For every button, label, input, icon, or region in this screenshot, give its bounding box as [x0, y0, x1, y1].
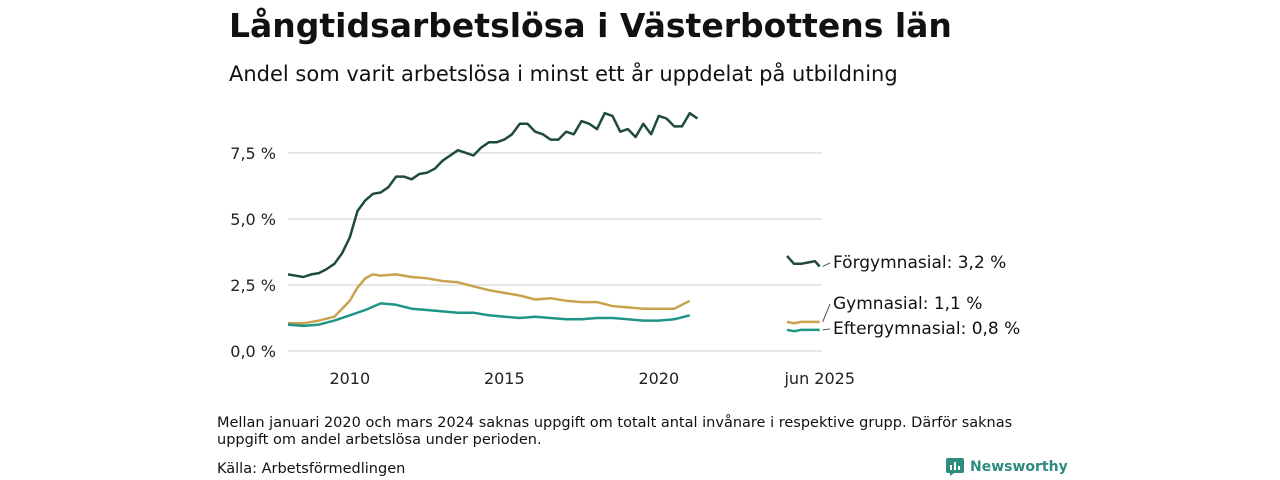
x-tick-label: jun 2025: [783, 369, 855, 388]
newsworthy-icon: [946, 458, 964, 476]
footnote: Mellan januari 2020 och mars 2024 saknas…: [217, 415, 1013, 448]
series-line: [288, 273, 691, 325]
series-line: [786, 255, 821, 268]
label-leader: [822, 262, 831, 267]
series-line: [786, 320, 820, 325]
source-text: Källa: Arbetsförmedlingen: [217, 461, 406, 477]
page-subtitle: Andel som varit arbetslösa i minst ett å…: [229, 62, 898, 86]
series-end-label: Eftergymnasial: 0,8 %: [833, 319, 1020, 339]
line-chart: 0,0 % 2,5 % 5,0 % 7,5 % 2010 2015 2020 jun 2025…: [230, 111, 1020, 388]
x-tick-label: 2015: [484, 369, 525, 388]
series-line: [287, 111, 699, 279]
series-line: [786, 328, 820, 333]
series-end-label: Förgymnasial: 3,2 %: [833, 253, 1006, 273]
brand-name: Newsworthy: [970, 459, 1068, 475]
series-line: [287, 302, 691, 328]
y-tick-label: 0,0 %: [230, 342, 276, 361]
brand-logo: Newsworthy: [946, 458, 1068, 476]
label-leader: [822, 328, 831, 331]
y-tick-label: 7,5 %: [230, 144, 276, 163]
y-tick-label: 5,0 %: [230, 210, 276, 229]
page-title: Långtidsarbetslösa i Västerbottens län: [229, 6, 952, 45]
x-tick-label: 2020: [638, 369, 679, 388]
y-tick-label: 2,5 %: [230, 276, 276, 295]
x-tick-label: 2010: [329, 369, 370, 388]
label-leader: [822, 303, 831, 323]
series-end-label: Gymnasial: 1,1 %: [833, 294, 982, 314]
